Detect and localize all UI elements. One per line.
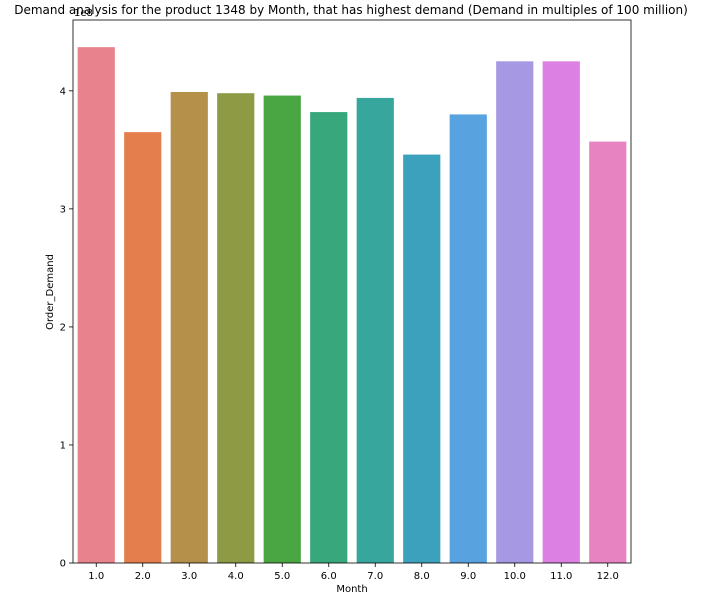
x-tick-label: 3.0 <box>181 571 197 582</box>
x-tick-label: 12.0 <box>597 571 619 582</box>
bar-month-9.0 <box>449 114 487 564</box>
plot-frame <box>72 19 632 564</box>
y-tick-label: 1 <box>60 440 66 451</box>
bars <box>77 47 627 564</box>
bar-month-4.0 <box>217 93 255 563</box>
y-tick-label: 0 <box>60 559 66 570</box>
bar-month-6.0 <box>310 112 348 563</box>
x-tick-label: 7.0 <box>367 571 383 582</box>
bar-month-7.0 <box>356 97 394 563</box>
bar-month-1.0 <box>77 47 115 563</box>
bar-month-2.0 <box>124 132 162 563</box>
y-axis-offset-label: 1e8 <box>74 8 93 19</box>
x-tick-label: 1.0 <box>88 571 104 582</box>
x-tick-label: 2.0 <box>135 571 151 582</box>
bar-month-10.0 <box>496 61 534 563</box>
x-tick-label: 6.0 <box>321 571 337 582</box>
x-tick-label: 11.0 <box>550 571 572 582</box>
y-tick-label: 3 <box>60 204 66 215</box>
bar-month-11.0 <box>542 61 580 563</box>
y-axis-ticks: 0 1 2 3 4 <box>60 86 73 570</box>
y-axis-label: Order_Demand <box>45 254 56 330</box>
y-tick-label: 4 <box>60 86 66 97</box>
bar-month-3.0 <box>170 92 208 563</box>
bar-month-8.0 <box>403 154 441 563</box>
x-tick-label: 5.0 <box>274 571 290 582</box>
x-tick-label: 8.0 <box>414 571 430 582</box>
x-axis-label: Month <box>336 584 367 592</box>
x-tick-label: 9.0 <box>460 571 476 582</box>
x-tick-label: 4.0 <box>228 571 244 582</box>
x-axis-ticks: 1.0 2.0 3.0 4.0 5.0 6.0 7.0 8.0 9.0 10.0 11.0 12.0 <box>88 563 619 582</box>
y-tick-label: 2 <box>60 322 66 333</box>
bar-month-12.0 <box>589 141 627 563</box>
x-tick-label: 10.0 <box>504 571 526 582</box>
bar-month-5.0 <box>263 95 301 564</box>
chart-title: Demand analysis for the product 1348 by … <box>14 3 688 17</box>
